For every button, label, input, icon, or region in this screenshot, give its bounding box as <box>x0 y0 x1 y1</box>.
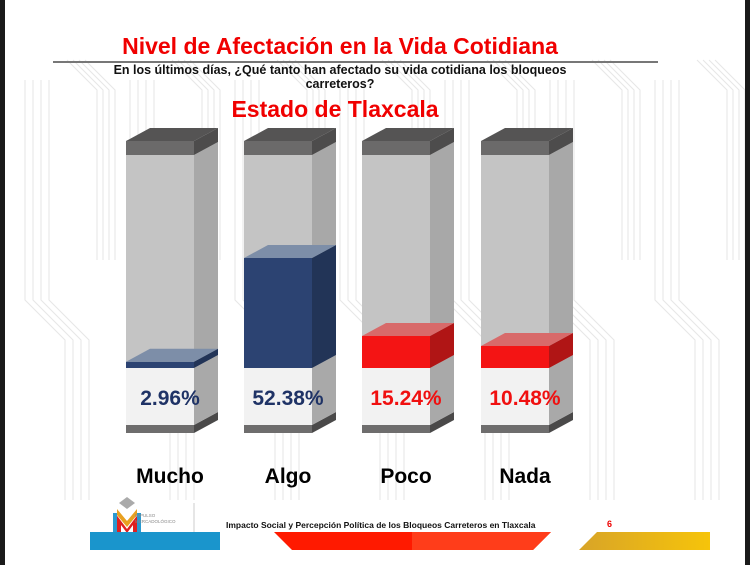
label-box-side <box>194 355 218 425</box>
category-label: Algo <box>265 465 312 488</box>
bar-fill-front <box>244 258 312 368</box>
bar-fill-top <box>362 322 454 336</box>
title-divider <box>53 61 658 63</box>
bar-cap-side <box>312 128 336 155</box>
category-label: Poco <box>380 465 431 488</box>
bar-base-side <box>430 412 454 433</box>
bar-cap-side <box>430 128 454 155</box>
data-label: 10.48% <box>489 387 561 410</box>
bar-fill-top <box>244 245 336 259</box>
footer-yellow-band <box>579 532 710 550</box>
footer-text: Impacto Social y Percepción Política de … <box>226 520 536 530</box>
data-label: 52.38% <box>252 387 324 410</box>
bar-shell-front <box>126 155 194 368</box>
label-box-front <box>481 368 549 425</box>
bar-fill-side <box>549 332 573 368</box>
bar-shell-side <box>194 142 218 368</box>
bar-base-side <box>549 412 573 433</box>
bar-cap-front <box>362 141 430 155</box>
category-label: Nada <box>499 465 551 488</box>
label-box-side <box>549 355 573 425</box>
bar-cap-top <box>126 128 218 141</box>
bar-nada: 10.48% <box>481 128 573 433</box>
bar-fill-side <box>194 348 218 368</box>
bar-cap-front <box>481 141 549 155</box>
data-label: 2.96% <box>140 387 200 410</box>
bar-algo: 52.38% <box>244 128 336 433</box>
label-box-front <box>244 368 312 425</box>
bar-base-front <box>126 425 194 433</box>
bar-fill-top <box>481 332 573 346</box>
bar-cap-top <box>362 128 454 141</box>
bar-shell-side <box>549 142 573 368</box>
bar-fill-top <box>126 348 218 362</box>
page-number: 6 <box>607 519 613 529</box>
bar-fill-side <box>430 322 454 368</box>
label-box-front <box>362 368 430 425</box>
label-box-side <box>312 355 336 425</box>
bar-cap-front <box>244 141 312 155</box>
bar-mucho: 2.96% <box>126 128 218 433</box>
bar-cap-side <box>549 128 573 155</box>
survey-question: En los últimos días, ¿Qué tanto han afec… <box>113 63 567 91</box>
bar-chart: 2.96% Mucho 52.38% Algo 15.24% Poco 10.48% Nada <box>126 128 573 488</box>
chart-subtitle: Estado de Tlaxcala <box>231 96 439 122</box>
bar-base-front <box>362 425 430 433</box>
bar-cap-front <box>126 141 194 155</box>
bar-shell-side <box>430 142 454 368</box>
data-label: 15.24% <box>370 387 442 410</box>
footer-graphics <box>90 497 710 550</box>
bar-fill-front <box>362 335 430 368</box>
category-label: Mucho <box>136 465 204 488</box>
logo-icon <box>113 497 141 535</box>
slide: Nivel de Afectación en la Vida Cotidiana… <box>5 0 745 565</box>
bar-shell-front <box>481 155 549 368</box>
bar-fill-front <box>126 361 194 368</box>
bar-cap-top <box>244 128 336 141</box>
bar-poco: 15.24% <box>362 128 454 433</box>
bar-base-front <box>244 425 312 433</box>
bar-cap-top <box>481 128 573 141</box>
bar-fill-side <box>312 245 336 368</box>
bar-base-side <box>194 412 218 433</box>
bar-base-side <box>312 412 336 433</box>
bar-cap-side <box>194 128 218 155</box>
label-box-front <box>126 368 194 425</box>
footer-blue-band <box>90 532 220 550</box>
bar-fill-front <box>481 345 549 368</box>
label-box-side <box>430 355 454 425</box>
chart-title: Nivel de Afectación en la Vida Cotidiana <box>122 33 558 59</box>
logo-text: IMPULSO MERCADOLÓGICO <box>135 513 176 524</box>
bar-base-front <box>481 425 549 433</box>
